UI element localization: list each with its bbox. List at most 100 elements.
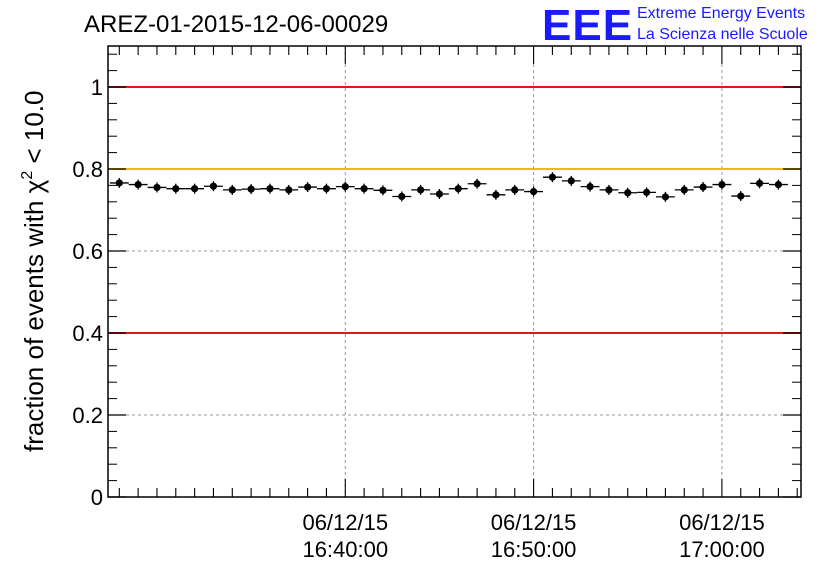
y-tick-label-5: 1 [91,75,103,100]
data-point-2 [147,182,167,193]
data-point-33 [731,191,751,202]
marker [360,185,368,193]
data-point-21 [505,184,525,195]
reference-lines [108,86,801,334]
data-point-13 [354,183,374,194]
data-point-28 [637,187,656,198]
data-point-29 [655,191,675,202]
marker [228,186,236,194]
marker [172,185,180,193]
data-point-32 [712,179,732,190]
marker [285,186,293,194]
plot-frame [107,45,802,498]
y-tick-label-0: 0 [91,485,103,510]
data-point-1 [128,179,148,190]
marker [755,179,764,187]
marker [341,183,349,191]
marker [548,173,557,181]
marker [398,192,406,201]
y-tick-labels: 0 0.2 0.4 0.6 0.8 1 [72,75,103,510]
y-tick-label-1: 0.2 [72,403,103,428]
x-tick-label-date-1: 06/12/15 [491,510,577,535]
marker [134,180,142,189]
data-point-17 [430,189,449,200]
marker [624,189,632,197]
logo-line-1: Extreme Energy Events [637,5,805,22]
data-point-11 [317,183,336,194]
marker [435,190,444,198]
marker [473,180,481,188]
marker [737,192,745,200]
x-tick-label-time-2: 17:00:00 [679,537,765,562]
data-point-31 [693,182,713,193]
data-point-8 [260,183,280,194]
logo-line-2: La Scienza nelle Scuole [637,26,808,43]
data-point-25 [580,181,600,192]
data-point-27 [618,187,638,198]
data-point-23 [543,172,562,183]
chart-title: AREZ-01-2015-12-06-00029 [84,11,388,38]
data-point-24 [561,175,581,186]
data-point-16 [411,184,431,195]
data-point-20 [486,189,506,200]
marker [642,188,651,196]
data-point-15 [392,191,412,202]
marker [153,183,161,192]
y-axis-label-sup: 2 [19,171,36,180]
marker [209,182,218,190]
marker [774,180,783,189]
marker [661,193,670,201]
data-point-35 [768,179,788,190]
data-point-3 [166,183,186,194]
data-point-19 [467,178,487,189]
data-points [109,172,788,202]
data-point-6 [222,184,242,195]
data-point-9 [279,184,299,195]
marker [718,180,726,189]
data-point-4 [185,183,205,194]
x-tick-labels: 06/12/1516:40:0006/12/1516:50:0006/12/15… [302,510,764,562]
axis-ticks [108,46,801,498]
eee-logo: EEE Extreme Energy Events La Scienza nel… [542,1,808,50]
y-axis-label-suffix: < 10.0 [19,91,49,171]
marker [115,179,123,187]
y-tick-label-2: 0.4 [72,321,103,346]
marker [529,187,538,196]
y-tick-label-3: 0.6 [72,239,103,264]
x-tick-label-time-1: 16:50:00 [491,537,577,562]
data-point-0 [109,177,129,188]
data-point-18 [448,183,468,194]
data-point-7 [241,184,261,195]
marker [567,177,575,185]
marker [605,186,613,194]
marker [511,186,519,194]
data-point-26 [599,184,619,195]
marker [586,183,594,191]
marker [680,186,688,194]
marker [699,183,707,191]
marker [322,185,331,193]
y-axis-label-chi: χ [19,179,49,193]
y-tick-label-4: 0.8 [72,157,103,182]
data-point-12 [335,181,355,192]
data-point-14 [373,185,393,196]
marker [247,185,255,193]
y-axis-label-prefix: fraction of events with [19,193,49,452]
data-point-34 [750,178,769,189]
marker [379,186,387,194]
data-point-30 [674,184,694,195]
data-point-22 [524,186,544,197]
data-point-5 [204,181,223,192]
grid-lines [108,46,801,497]
x-tick-label-date-2: 06/12/15 [679,510,765,535]
x-tick-label-date-0: 06/12/15 [302,510,388,535]
marker [492,191,500,199]
y-axis-label: fraction of events with χ2 < 10.0 [19,91,49,452]
marker [304,183,312,191]
marker [266,185,274,193]
logo-mark: EEE [542,1,633,50]
marker [454,185,462,193]
marker [417,186,425,194]
marker [191,185,199,193]
